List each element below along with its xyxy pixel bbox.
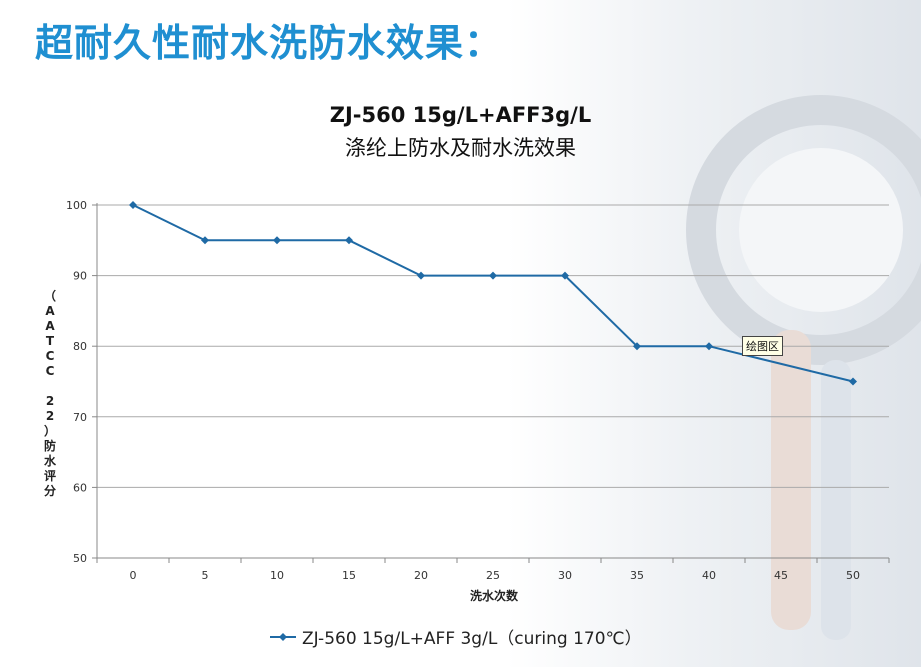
x-tick-label: 10 <box>270 569 284 582</box>
y-axis-label: （A A T C C 2 2 ）防水评分 <box>44 288 57 498</box>
y-tick-label: 100 <box>66 199 87 212</box>
data-point <box>129 201 137 209</box>
y-tick-label: 50 <box>73 552 87 565</box>
x-axis-label: 洗水次数 <box>470 588 519 603</box>
data-point <box>705 342 713 351</box>
tooltip: 绘图区 <box>742 336 783 356</box>
data-point <box>273 236 281 245</box>
x-tick-label: 0 <box>130 569 137 582</box>
data-point <box>489 271 497 280</box>
data-point <box>633 342 641 351</box>
x-tick-label: 15 <box>342 569 356 582</box>
series-group <box>129 201 857 386</box>
x-tick-label: 35 <box>630 569 644 582</box>
x-tick-label: 20 <box>414 569 428 582</box>
y-tick-label: 70 <box>73 411 87 424</box>
slide-title: 超耐久性耐水洗防水效果： <box>35 21 504 65</box>
axes <box>92 203 890 563</box>
data-point <box>417 271 425 280</box>
data-point <box>345 236 353 245</box>
series-line <box>132 204 854 383</box>
legend: ZJ-560 15g/L+AFF 3g/L（curing 170℃） <box>270 624 642 649</box>
y-tick-label: 90 <box>73 270 87 283</box>
x-tick-label: 25 <box>486 569 500 582</box>
chart-subtitle: 涤纶上防水及耐水洗效果 <box>345 136 576 160</box>
legend-marker <box>270 632 296 641</box>
data-point <box>201 236 209 245</box>
legend-label: ZJ-560 15g/L+AFF 3g/L（curing 170℃） <box>302 629 642 649</box>
y-tick-labels: 100 90 80 70 60 50 <box>66 199 87 565</box>
y-tick-label: 80 <box>73 340 87 353</box>
x-tick-label: 40 <box>702 569 716 582</box>
x-tick-label: 30 <box>558 569 572 582</box>
x-tick-label: 45 <box>774 569 788 582</box>
x-tick-labels: 0 5 10 15 20 25 30 35 40 45 50 <box>130 569 861 582</box>
chart-title: ZJ-560 15g/L+AFF3g/L <box>329 103 592 127</box>
y-tick-label: 60 <box>73 481 87 494</box>
x-tick-label: 50 <box>846 569 860 582</box>
x-tick-label: 5 <box>202 569 209 582</box>
data-point <box>561 271 569 280</box>
data-point <box>849 377 857 386</box>
